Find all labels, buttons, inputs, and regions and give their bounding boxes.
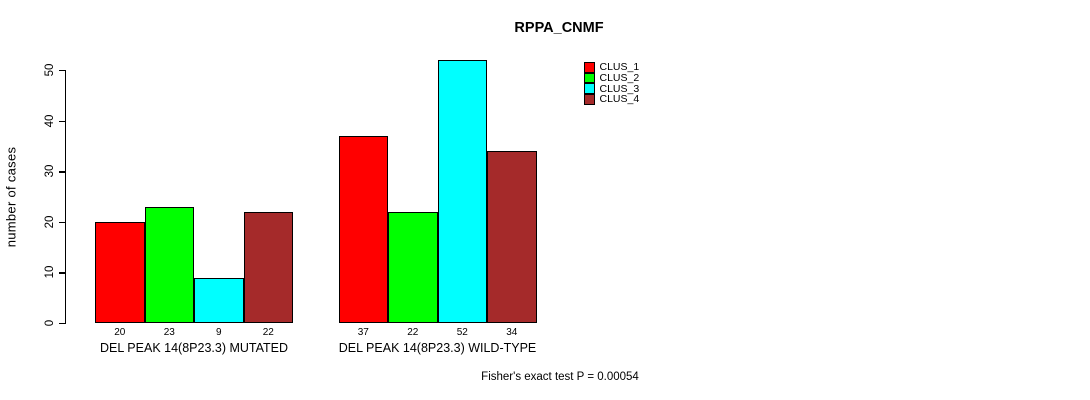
legend-color-swatch [584,83,595,94]
legend-label: CLUS_4 [599,93,640,106]
legend-color-swatch [584,62,595,73]
bar-value-label: 52 [456,326,468,338]
bar-CLUS_1-group2 [338,136,388,323]
y-tick-label: 30 [44,164,56,178]
bar-value-label: 23 [163,326,175,338]
y-tick [59,70,65,72]
bar-CLUS_3-group1 [194,277,244,323]
y-axis-line [65,70,67,324]
bar-CLUS_2-group1 [144,206,194,323]
bar-value-label: 9 [215,326,222,338]
legend-label: CLUS_1 [599,61,640,74]
y-tick-label: 20 [44,215,56,229]
legend-color-swatch [584,72,595,84]
legend-item: CLUS_2 [584,72,640,85]
bar-value-label: 20 [114,326,126,338]
bar-CLUS_4-group2 [487,151,537,323]
y-tick [59,272,65,274]
legend-item: CLUS_1 [584,61,640,74]
legend-label: CLUS_3 [599,82,640,95]
bar-CLUS_2-group2 [388,211,438,323]
chart-title: RPPA_CNMF [514,20,604,36]
x-category-label: DEL PEAK 14(8P23.3) MUTATED [99,341,289,355]
legend-item: CLUS_4 [584,93,640,106]
y-tick [59,171,65,173]
bar-value-label: 37 [357,326,369,338]
y-tick [59,221,65,224]
fisher-test-annotation: Fisher's exact test P = 0.00054 [481,371,639,383]
y-tick [59,120,65,123]
y-tick-label: 10 [44,266,56,279]
bar-value-label: 22 [262,326,274,338]
bar-value-label: 22 [407,326,419,338]
legend: CLUS_1 CLUS_2 CLUS_3 CLUS_4 [584,61,640,106]
y-tick-label: 0 [44,319,56,327]
legend-color-swatch [584,94,595,105]
bar-CLUS_3-group2 [437,60,487,323]
y-tick-label: 40 [44,114,56,128]
bar-CLUS_4-group1 [243,211,293,323]
legend-label: CLUS_2 [599,72,640,85]
x-category-label: DEL PEAK 14(8P23.3) WILD-TYPE [338,341,537,355]
bar-value-label: 34 [506,326,518,338]
bar-CLUS_1-group1 [95,221,145,323]
y-tick [59,323,65,325]
legend-item: CLUS_3 [584,82,640,95]
y-tick-label: 50 [44,63,56,77]
